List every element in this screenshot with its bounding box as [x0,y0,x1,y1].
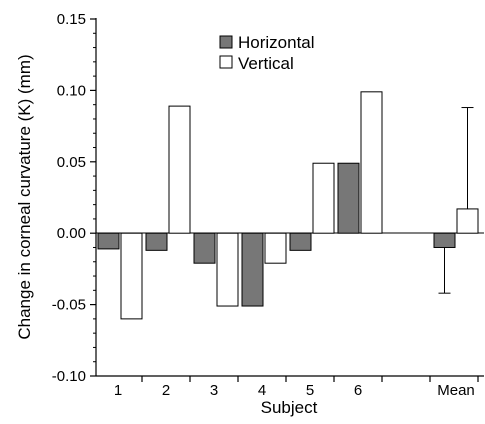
y-ticks: 0.15 0.10 0.05 0.00 -0.05 -0.10 [52,11,96,385]
bar-horizontal-6 [337,162,360,234]
y-tick-label: 0.00 [57,225,86,242]
x-tick-label: 6 [354,382,362,399]
legend-swatch-vertical [219,55,233,69]
bar-horizontal-mean [433,232,456,248]
y-tick-label: 0.05 [57,154,86,171]
bar-vertical-2 [168,105,191,234]
y-tick-label: -0.10 [52,368,86,385]
bar-vertical-3 [216,232,239,307]
x-ticks: 1 2 3 4 5 6 Mean [114,376,479,399]
legend-label-horizontal: Horizontal [238,33,315,52]
y-tick-label: 0.15 [57,11,86,28]
legend-swatch-horizontal [219,35,233,49]
bar-horizontal-3 [193,232,216,264]
error-bars [438,107,474,294]
x-tick-label: 3 [210,382,218,399]
y-tick-label: 0.10 [57,82,86,99]
x-tick-label: 4 [258,382,266,399]
bar-vertical-5 [312,162,335,234]
bar-vertical-6 [360,91,383,234]
x-tick-label: Mean [437,382,475,399]
x-tick-label: 2 [162,382,170,399]
legend: Horizontal Vertical [219,33,315,73]
bar-vertical-1 [120,232,143,320]
bars [97,91,479,320]
y-tick-label: -0.05 [52,297,86,314]
bar-vertical-4 [264,232,287,264]
x-axis-title: Subject [261,398,318,417]
bar-vertical-mean [456,208,479,234]
x-tick-label: 5 [306,382,314,399]
bar-horizontal-5 [289,232,312,251]
x-tick-label: 1 [114,382,122,399]
bar-horizontal-4 [241,232,264,307]
y-axis-title: Change in corneal curvature (K) (mm) [15,54,34,339]
legend-label-vertical: Vertical [238,54,294,73]
bar-horizontal-2 [145,232,168,251]
bar-horizontal-1 [97,232,120,250]
